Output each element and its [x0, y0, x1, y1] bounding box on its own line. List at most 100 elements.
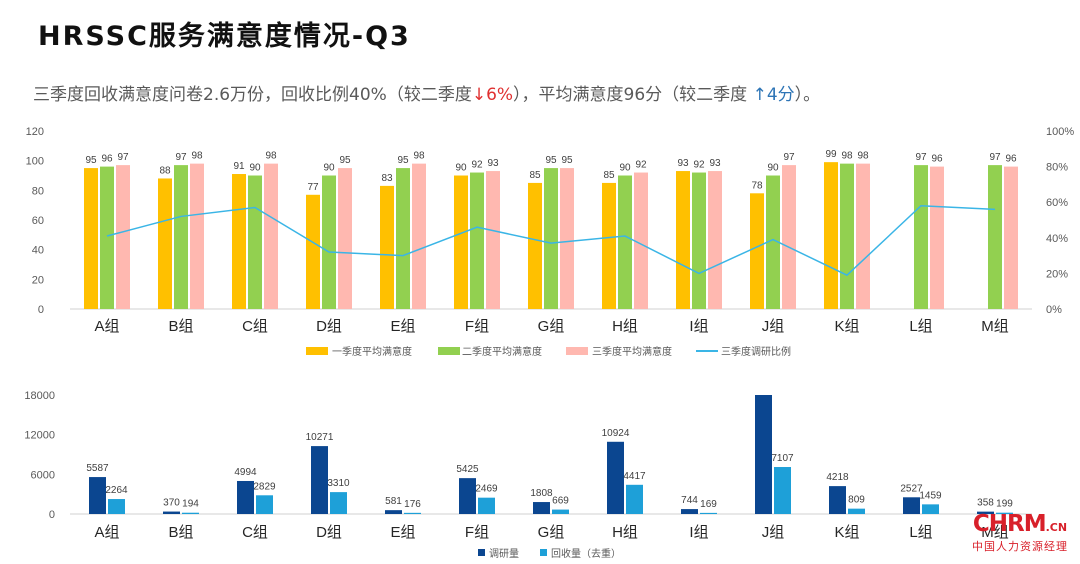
bar-1	[84, 168, 98, 309]
legend-label: 三季度平均满意度	[592, 345, 672, 358]
bar-data-label: 97	[783, 152, 795, 163]
volume-bar-1	[385, 510, 402, 514]
volume-data-label: 809	[848, 495, 865, 506]
volume-bar-2	[996, 512, 1013, 514]
y2-tick-label: 0%	[1046, 304, 1062, 316]
volume-data-label: 2264	[105, 485, 128, 496]
bar-2	[914, 165, 928, 309]
x-tick-label: H组	[612, 524, 638, 541]
bar-2	[618, 175, 632, 309]
volume-data-label: 4417	[623, 471, 646, 482]
volume-bar-1	[459, 478, 476, 514]
legend-label: 调研量	[489, 548, 519, 560]
y2-tick-label: 100%	[1046, 126, 1074, 138]
bar-data-label: 77	[307, 182, 319, 193]
volume-data-label: 581	[385, 496, 402, 507]
bar-2	[248, 175, 262, 309]
x-tick-label: G组	[538, 524, 565, 541]
volume-data-label: 1459	[919, 490, 942, 501]
bar-2	[396, 168, 410, 309]
bar-1	[158, 178, 172, 309]
bar-2	[692, 172, 706, 309]
bar-data-label: 95	[545, 155, 557, 166]
y-tick-label: 40	[32, 245, 44, 257]
legend-label: 三季度调研比例	[721, 345, 791, 358]
volume-bar-2	[404, 512, 421, 514]
bar-data-label: 92	[635, 160, 647, 171]
bar-3	[412, 163, 426, 309]
satisfaction-legend: 一季度平均满意度 二季度平均满意度 三季度平均满意度 三季度调研比例	[306, 345, 791, 358]
volume-data-label: 370	[163, 498, 180, 509]
bar-3	[930, 166, 944, 309]
bar-2	[766, 175, 780, 309]
chrm-logo: CHRM.CN 中国人力资源经理	[972, 512, 1068, 554]
legend-swatch	[438, 347, 460, 355]
x-tick-label: D组	[316, 318, 342, 335]
volume-data-label: 2527	[900, 483, 923, 494]
bar-data-label: 95	[397, 155, 409, 166]
bar-data-label: 90	[619, 163, 631, 174]
x-tick-label: M组	[981, 318, 1009, 335]
bar-data-label: 96	[931, 154, 943, 165]
y-tick-label: 0	[49, 509, 55, 521]
bar-data-label: 78	[751, 180, 763, 191]
volume-bar-1	[755, 395, 772, 514]
volume-data-label: 1808	[530, 488, 553, 499]
bar-1	[454, 175, 468, 309]
bar-3	[338, 168, 352, 309]
y-tick-label: 100	[26, 156, 44, 168]
bar-3	[560, 168, 574, 309]
bar-3	[856, 163, 870, 309]
bar-3	[116, 165, 130, 309]
y-tick-label: 6000	[31, 469, 55, 481]
x-tick-label: E组	[390, 318, 415, 335]
bar-1	[602, 182, 616, 309]
y2-tick-label: 80%	[1046, 162, 1068, 174]
bar-2	[544, 168, 558, 309]
x-tick-label: B组	[168, 524, 193, 541]
summary-part-3: ）。	[794, 85, 821, 105]
bar-1	[676, 171, 690, 309]
legend-swatch	[306, 347, 328, 355]
bar-3	[264, 163, 278, 309]
volume-data-label: 7107	[771, 453, 794, 464]
y-tick-label: 60	[32, 215, 44, 227]
bar-data-label: 98	[857, 151, 869, 162]
volume-bar-1	[681, 509, 698, 514]
bar-data-label: 93	[709, 158, 721, 169]
volume-data-label: 5587	[86, 463, 109, 474]
volume-bar-2	[478, 497, 495, 514]
y-tick-label: 20	[32, 274, 44, 286]
bar-1	[306, 194, 320, 309]
volume-bar-2	[552, 509, 569, 514]
summary-text: 三季度回收满意度问卷2.6万份，回收比例40%（较二季度↓6%），平均满意度96…	[33, 80, 820, 105]
change-recovery-ratio: ↓6%	[471, 85, 514, 105]
logo-main: CHRM	[972, 511, 1047, 537]
volume-bar-2	[848, 508, 865, 514]
volume-bar-1	[311, 446, 328, 514]
volume-data-label: 2829	[253, 481, 276, 492]
legend-label: 回收量（去重）	[551, 547, 621, 560]
bar-3	[634, 172, 648, 309]
bar-data-label: 92	[693, 160, 705, 171]
volume-data-label: 5425	[456, 464, 479, 475]
page-title: HRSSC服务满意度情况-Q3	[38, 21, 411, 52]
bar-data-label: 90	[249, 163, 261, 174]
y-tick-label: 12000	[24, 430, 55, 442]
volume-bar-1	[89, 477, 106, 514]
logo-tagline: 中国人力资源经理	[972, 540, 1068, 553]
volume-bar-1	[903, 497, 920, 514]
bar-data-label: 91	[233, 161, 245, 172]
x-tick-label: B组	[168, 318, 193, 335]
bar-data-label: 95	[339, 155, 351, 166]
summary-part-2: ），平均满意度96分（较二季度	[513, 85, 748, 105]
bar-data-label: 98	[413, 151, 425, 162]
x-tick-label: I组	[689, 318, 708, 335]
x-tick-label: M组	[981, 524, 1009, 541]
volume-bar-2	[330, 492, 347, 514]
logo-suffix: .CN	[1045, 521, 1068, 534]
volume-data-label: 2469	[475, 484, 498, 495]
volume-bar-2	[922, 504, 939, 514]
bar-1	[232, 174, 246, 309]
